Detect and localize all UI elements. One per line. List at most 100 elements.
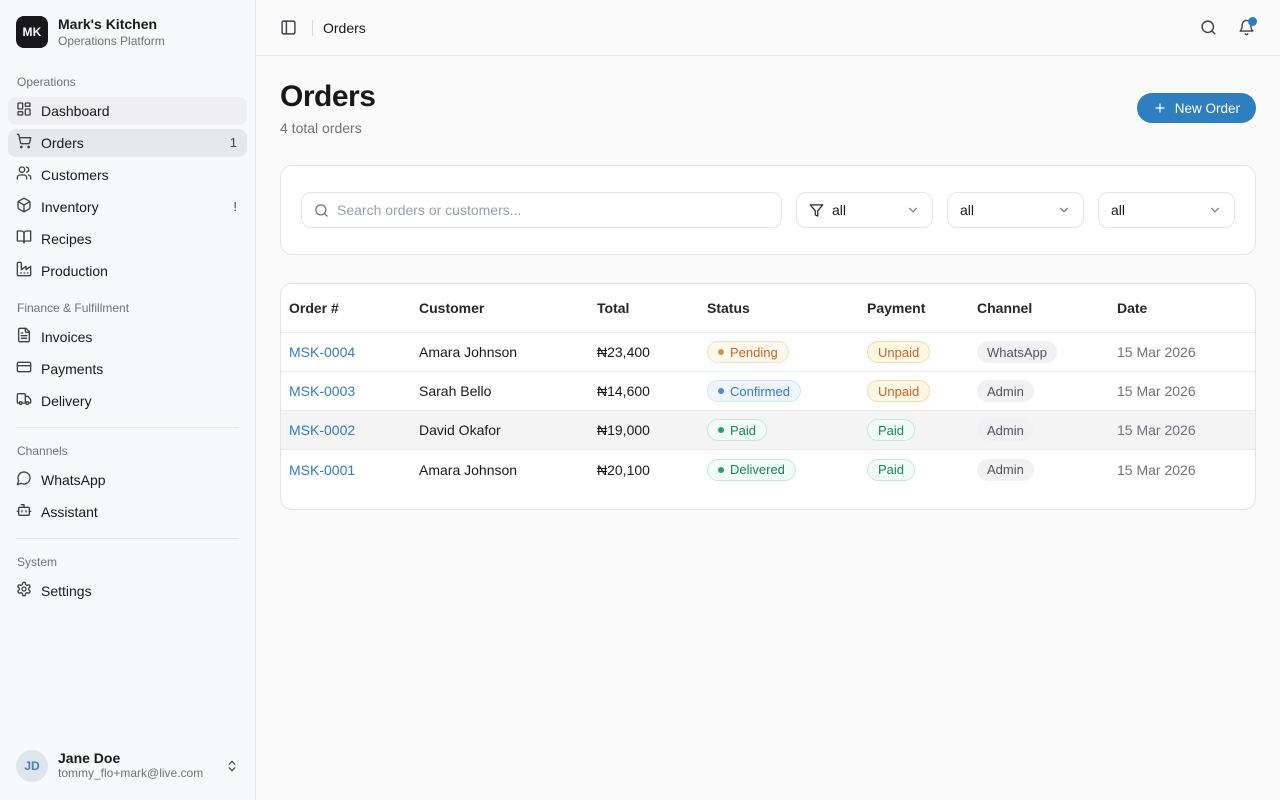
file-text-icon (16, 327, 32, 346)
section-label-system: System (17, 554, 58, 569)
status-filter-select[interactable]: all (796, 192, 933, 228)
sidebar-item-assistant[interactable]: Assistant (8, 498, 247, 526)
brand-subtitle: Operations Platform (58, 33, 165, 48)
orders-page: Orders 4 total orders New Order all (256, 56, 1280, 800)
topbar: Orders (256, 0, 1280, 56)
customer-cell: David Okafor (419, 422, 501, 438)
user-email: tommy_flo+mark@live.com (58, 766, 204, 781)
order-link[interactable]: MSK-0002 (289, 422, 356, 438)
payment-badge: Unpaid (867, 341, 931, 363)
status-badge: Pending (707, 341, 789, 363)
sidebar-item-payments[interactable]: Payments (8, 355, 247, 383)
brand-name: Mark's Kitchen (58, 16, 158, 32)
orders-count-badge: 1 (229, 135, 237, 150)
total-cell: ₦20,100 (597, 461, 650, 478)
channel-badge: Admin (977, 380, 1034, 402)
sidebar: MK Mark's Kitchen Operations Platform Op… (0, 0, 256, 800)
sidebar-item-orders[interactable]: Orders 1 (8, 128, 247, 157)
credit-card-icon (16, 359, 32, 378)
search-box (301, 192, 782, 228)
status-badge: Delivered (707, 458, 796, 481)
sidebar-item-inventory[interactable]: Inventory ! (8, 193, 247, 221)
date-cell: 15 Mar 2026 (1117, 422, 1196, 438)
brand-logo: MK (16, 16, 48, 49)
funnel-icon (809, 203, 824, 217)
channel-badge: Admin (977, 458, 1034, 481)
payment-badge: Paid (867, 458, 916, 481)
order-link[interactable]: MSK-0004 (289, 344, 356, 360)
inventory-alert-badge: ! (233, 199, 237, 214)
sidebar-item-invoices[interactable]: Invoices (8, 323, 247, 351)
total-cell: ₦19,000 (597, 422, 650, 438)
table-row: MSK-0004 Amara Johnson ₦23,400 Pending U… (281, 333, 1255, 372)
factory-icon (16, 261, 32, 280)
sidebar-toggle-button[interactable] (274, 14, 302, 42)
new-order-button[interactable]: New Order (1136, 93, 1256, 123)
table-header-row: Order # Customer Total Status Payment Ch… (281, 284, 1255, 333)
sidebar-item-settings[interactable]: Settings (8, 577, 247, 605)
sidebar-item-recipes[interactable]: Recipes (8, 225, 247, 253)
sidebar-divider (16, 537, 239, 539)
users-icon (16, 165, 32, 184)
avatar: JD (16, 749, 48, 782)
sidebar-item-production[interactable]: Production (8, 257, 247, 285)
truck-icon (16, 391, 32, 410)
sidebar-item-delivery[interactable]: Delivery (8, 387, 247, 415)
channel-filter-select[interactable]: all (1098, 192, 1235, 228)
orders-table: Order # Customer Total Status Payment Ch… (280, 283, 1256, 510)
chevrons-up-down-icon (228, 760, 236, 772)
dashboard-icon (16, 101, 32, 120)
notification-dot (1248, 16, 1257, 26)
table-row: MSK-0002 David Okafor ₦19,000 Paid Paid … (281, 411, 1255, 450)
table-row: MSK-0001 Amara Johnson ₦20,100 Delivered… (281, 450, 1255, 489)
status-badge: Paid (707, 419, 768, 441)
order-link[interactable]: MSK-0003 (289, 383, 356, 399)
channel-badge: Admin (977, 419, 1034, 441)
chevron-down-icon (1059, 207, 1069, 213)
customer-cell: Amara Johnson (419, 344, 518, 360)
plus-icon (1155, 103, 1165, 113)
date-cell: 15 Mar 2026 (1117, 383, 1196, 399)
section-label-operations: Operations (17, 74, 76, 89)
chevron-down-icon (908, 207, 918, 213)
date-cell: 15 Mar 2026 (1117, 344, 1196, 360)
order-link[interactable]: MSK-0001 (289, 461, 356, 478)
user-name: Jane Doe (58, 749, 121, 766)
sidebar-divider (16, 426, 239, 428)
message-circle-icon (16, 470, 32, 489)
page-header: Orders 4 total orders New Order (280, 80, 1256, 136)
chevron-down-icon (1210, 207, 1220, 213)
search-input[interactable] (337, 202, 769, 218)
payment-badge: Paid (867, 419, 916, 441)
date-cell: 15 Mar 2026 (1117, 461, 1196, 478)
search-icon (315, 203, 328, 217)
cart-icon (16, 133, 32, 152)
sidebar-item-customers[interactable]: Customers (8, 161, 247, 189)
customer-cell: Amara Johnson (419, 461, 518, 478)
workspace-switcher[interactable]: MK Mark's Kitchen Operations Platform (8, 12, 247, 59)
user-menu[interactable]: JD Jane Doe tommy_flo+mark@live.com (8, 744, 247, 788)
sidebar-item-whatsapp[interactable]: WhatsApp (8, 466, 247, 494)
search-button[interactable] (1194, 14, 1222, 42)
notifications-button[interactable] (1232, 14, 1260, 42)
topbar-divider (312, 19, 313, 36)
bell-icon (1238, 19, 1254, 36)
bot-icon (16, 502, 32, 521)
section-label-finance: Finance & Fulfillment (17, 300, 130, 315)
payment-filter-select[interactable]: all (947, 192, 1084, 228)
sidebar-item-dashboard[interactable]: Dashboard (8, 96, 247, 125)
table-row: MSK-0003 Sarah Bello ₦14,600 Confirmed U… (281, 372, 1255, 411)
package-icon (16, 197, 32, 216)
filters-card: all all all (280, 165, 1256, 255)
breadcrumb: Orders (323, 19, 366, 36)
total-cell: ₦14,600 (597, 383, 650, 399)
book-open-icon (16, 229, 32, 248)
gear-icon (16, 581, 32, 600)
payment-badge: Unpaid (867, 380, 931, 402)
main-area: Orders Orders 4 total orders New Order (256, 0, 1280, 800)
total-cell: ₦23,400 (597, 344, 650, 360)
status-badge: Confirmed (707, 380, 801, 402)
page-subtitle: 4 total orders (280, 120, 362, 136)
panel-left-icon (280, 20, 296, 35)
